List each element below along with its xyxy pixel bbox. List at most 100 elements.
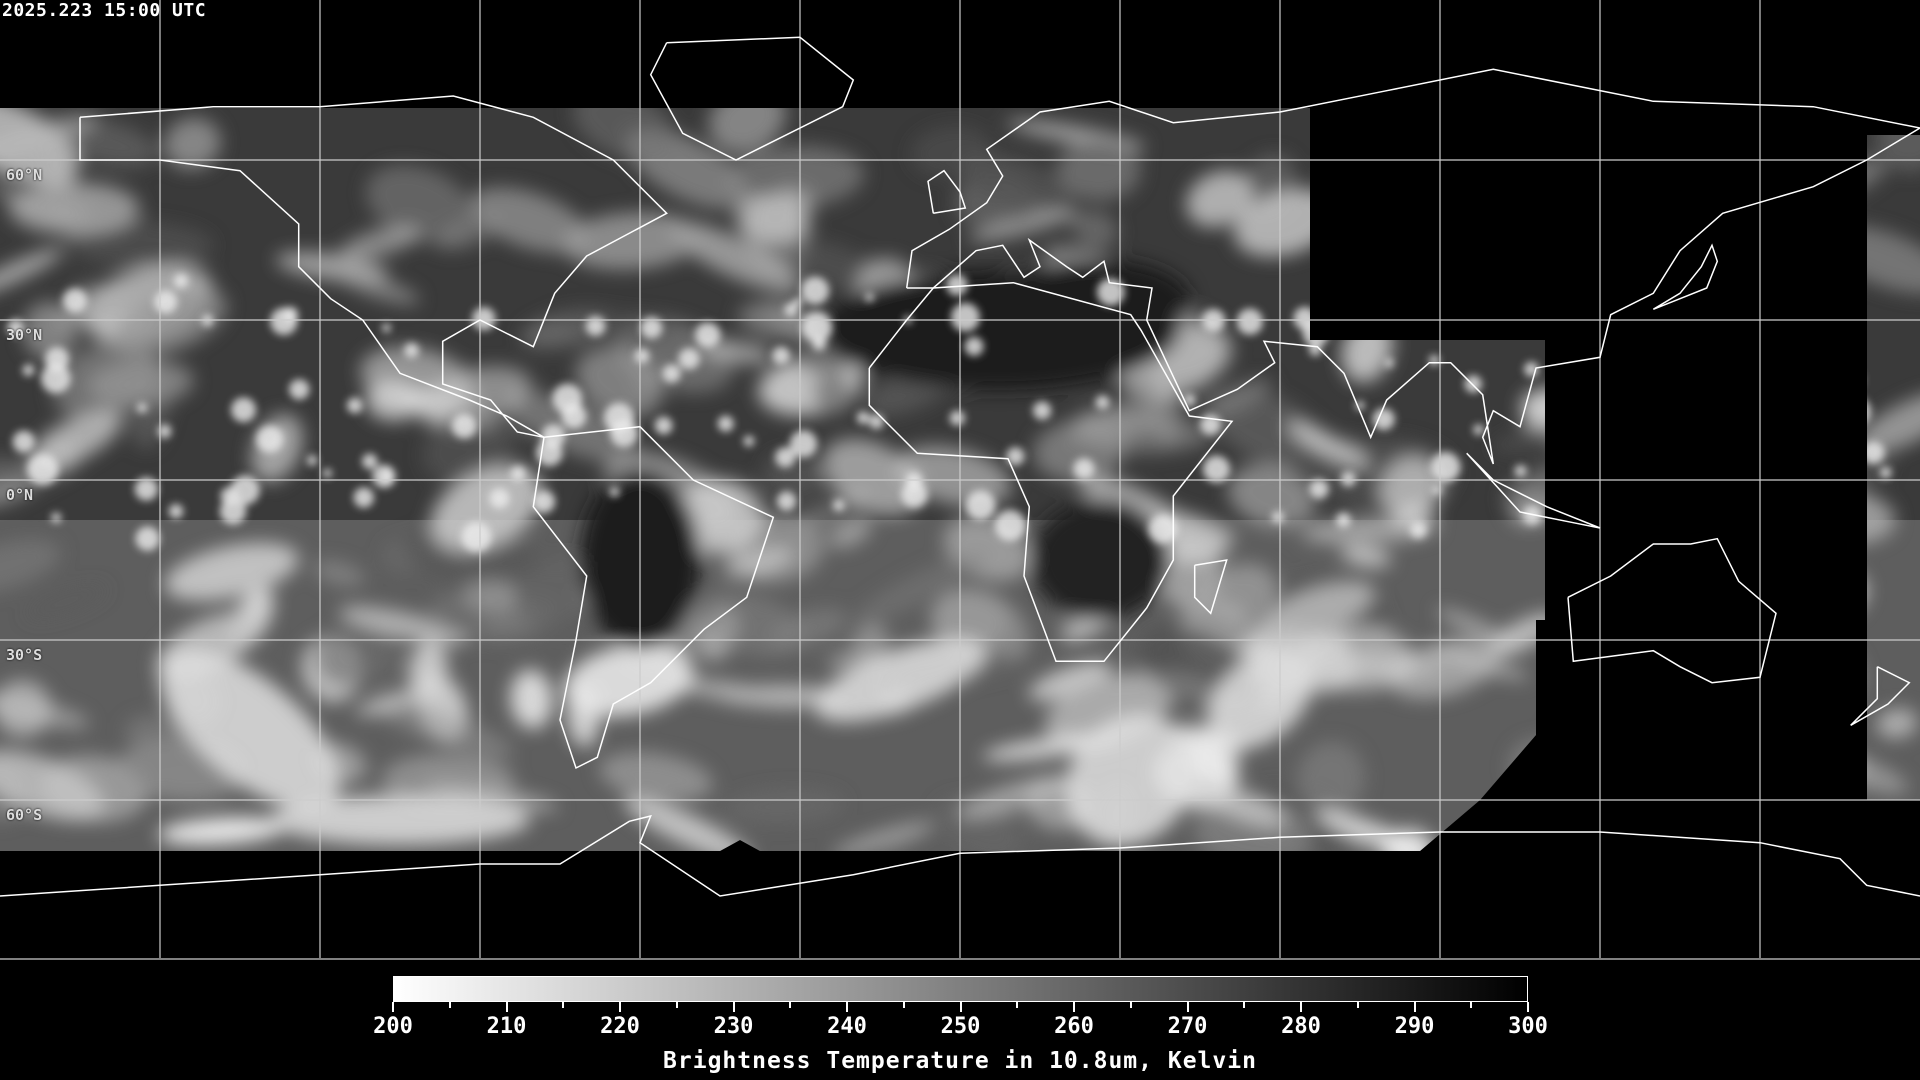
cloud <box>1186 170 1254 228</box>
convective-cloud <box>717 415 734 432</box>
convective-cloud <box>40 363 71 394</box>
cloud <box>1731 549 1775 614</box>
convective-cloud <box>362 453 378 470</box>
convective-cloud <box>634 348 650 364</box>
lat-label-60n: 60°N <box>6 166 43 184</box>
cloud <box>1341 545 1392 568</box>
graticule <box>0 0 1920 960</box>
colorbar-tick-label: 200 <box>373 1014 413 1039</box>
colorbar-tick-label: 240 <box>827 1014 867 1039</box>
convective-cloud <box>135 526 160 551</box>
convective-cloud <box>1271 511 1285 524</box>
cloud <box>0 114 99 166</box>
colorbar-tick <box>846 1002 848 1012</box>
convective-cloud <box>134 477 159 501</box>
convective-cloud <box>1372 408 1395 431</box>
cloud <box>763 452 821 501</box>
convective-cloud <box>168 504 184 519</box>
convective-cloud <box>1514 464 1527 478</box>
convective-cloud <box>1807 523 1827 543</box>
convective-cloud <box>26 453 59 486</box>
satellite-map <box>0 0 1920 960</box>
colorbar <box>393 976 1528 1002</box>
convective-cloud <box>868 414 884 430</box>
convective-cloud <box>784 303 798 317</box>
cloud <box>1516 108 1592 128</box>
cloud <box>1852 390 1920 456</box>
lat-label-30n: 30°N <box>6 326 43 344</box>
cloud <box>510 669 553 729</box>
cloud <box>667 220 802 293</box>
cloud <box>1649 404 1739 437</box>
cloud <box>1667 738 1713 784</box>
cloud <box>1548 723 1661 784</box>
cloud <box>1451 241 1571 286</box>
cloud <box>779 185 817 207</box>
coastline-australia <box>1567 537 1777 684</box>
cloud <box>1559 382 1633 432</box>
colorbar-tick-label: 210 <box>486 1014 527 1039</box>
convective-cloud <box>1550 423 1573 446</box>
convective-cloud <box>833 499 845 512</box>
cloud <box>1480 171 1621 231</box>
coastline-greenland <box>649 36 855 161</box>
cloud <box>1621 183 1753 246</box>
convective-cloud <box>1473 424 1484 436</box>
convective-cloud <box>1719 346 1733 360</box>
cloud <box>708 108 786 153</box>
convective-cloud <box>585 316 606 337</box>
convective-cloud <box>1096 278 1125 307</box>
cloud <box>52 291 145 326</box>
cloud <box>28 409 123 471</box>
convective-cloud <box>1340 471 1356 487</box>
convective-cloud <box>1410 521 1427 539</box>
convective-cloud <box>270 307 298 336</box>
convective-cloud <box>561 403 587 429</box>
convective-cloud <box>789 430 818 458</box>
colorbar-tick <box>392 1002 394 1012</box>
convective-cloud <box>609 486 620 498</box>
cloud <box>1660 581 1779 651</box>
convective-cloud <box>1527 270 1558 301</box>
convective-cloud <box>306 455 318 466</box>
convective-cloud <box>1428 355 1440 366</box>
cloud <box>1667 779 1792 851</box>
convective-cloud <box>7 319 25 337</box>
cloud <box>887 820 959 851</box>
colorbar-tick-label: 290 <box>1394 1014 1435 1039</box>
convective-cloud <box>220 487 238 505</box>
cloud <box>365 380 421 421</box>
cloud <box>1061 612 1112 643</box>
coastlines <box>0 36 1920 897</box>
cloud <box>1066 415 1212 454</box>
convective-cloud <box>62 288 88 313</box>
convective-cloud <box>994 509 1026 542</box>
cloud <box>315 616 401 688</box>
cloud <box>1660 707 1737 764</box>
cloud <box>575 347 664 418</box>
cloud <box>1670 766 1729 798</box>
cloud <box>87 360 194 407</box>
convective-cloud <box>1073 458 1095 480</box>
convective-cloud <box>1879 466 1892 479</box>
cloud <box>959 152 1076 217</box>
convective-cloud <box>964 336 984 357</box>
cloud <box>599 752 713 802</box>
cloud <box>1600 471 1672 545</box>
convective-cloud <box>1556 443 1571 457</box>
colorbar-tick <box>1073 1002 1075 1012</box>
convective-cloud <box>865 293 874 302</box>
convective-cloud <box>231 397 257 423</box>
convective-cloud <box>801 276 830 305</box>
cloud <box>1252 581 1375 644</box>
convective-cloud <box>1463 302 1477 315</box>
colorbar-tick <box>732 1002 735 1012</box>
convective-cloud <box>1714 312 1728 326</box>
convective-cloud <box>1768 430 1793 455</box>
colorbar-tick <box>448 1002 451 1008</box>
convective-cloud <box>1006 447 1025 466</box>
cloud <box>1322 158 1362 193</box>
colorbar-tick <box>675 1002 678 1008</box>
colorbar-tick <box>1527 1002 1529 1012</box>
colorbar-tick-label: 280 <box>1281 1014 1321 1039</box>
